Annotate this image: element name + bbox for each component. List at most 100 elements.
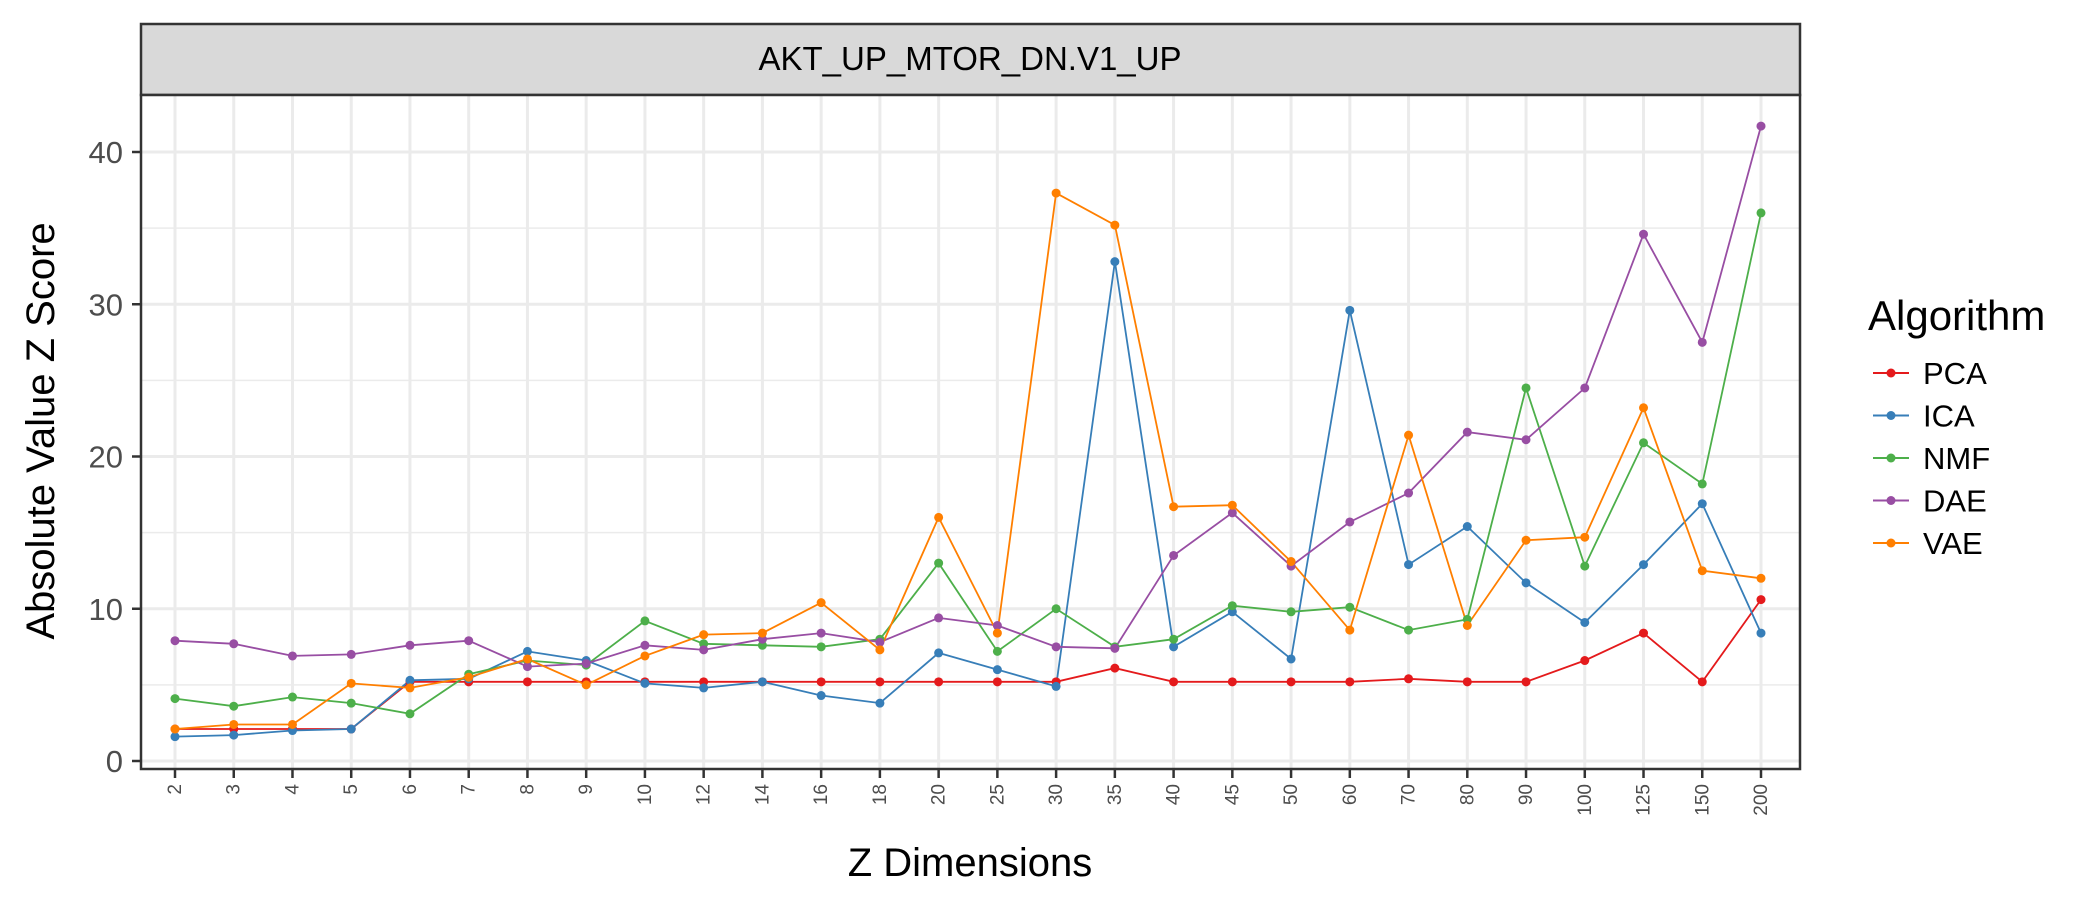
legend-title: Algorithm: [1868, 292, 2045, 339]
point-pca: [1462, 677, 1472, 687]
point-dae: [1521, 435, 1531, 445]
point-ica: [1462, 522, 1472, 532]
point-ica: [1697, 499, 1707, 509]
point-pca: [1169, 677, 1179, 687]
point-dae: [1345, 517, 1355, 527]
point-nmf: [816, 642, 826, 652]
point-dae: [1227, 508, 1237, 518]
point-ica: [1756, 628, 1766, 638]
x-tick-label: 35: [1105, 784, 1126, 805]
y-axis: 0 10 20 30 40: [89, 135, 141, 779]
point-vae: [1697, 566, 1707, 576]
point-ica: [757, 677, 767, 687]
x-tick-label: 7: [459, 784, 480, 795]
point-nmf: [1404, 625, 1414, 635]
x-tick-label: 14: [752, 784, 773, 806]
point-vae: [1580, 532, 1590, 542]
point-ica: [1169, 642, 1179, 652]
y-axis-title: Absolute Value Z Score: [19, 222, 63, 639]
legend-label-pca: PCA: [1923, 356, 1987, 391]
legend-label-ica: ICA: [1923, 399, 1975, 434]
point-dae: [934, 613, 944, 623]
x-tick-label: 40: [1164, 784, 1185, 805]
facet-strip: [139, 22, 1802, 97]
x-tick-label: 100: [1575, 784, 1596, 816]
legend-key-point-vae: [1886, 538, 1896, 548]
legend-label-nmf: NMF: [1923, 441, 1990, 476]
point-nmf: [170, 694, 180, 704]
point-dae: [1404, 488, 1414, 498]
x-tick-label: 18: [870, 784, 891, 805]
point-vae: [1227, 500, 1237, 510]
point-nmf: [1756, 208, 1766, 218]
x-axis: 2 3 4 5 6 7 8 9 10 12 14 16 18 20 25 30 35 40 45 50 60 70 80 90…: [165, 769, 1772, 816]
point-pca: [934, 677, 944, 687]
point-pca: [1345, 677, 1355, 687]
x-axis-title: Z Dimensions: [848, 841, 1093, 885]
point-dae: [699, 645, 709, 655]
point-nmf: [1345, 602, 1355, 612]
point-vae: [699, 630, 709, 640]
point-dae: [1462, 427, 1472, 437]
point-ica: [346, 724, 356, 734]
point-dae: [640, 640, 650, 650]
point-pca: [522, 677, 532, 687]
point-vae: [1462, 620, 1472, 630]
x-tick-label: 90: [1516, 784, 1537, 805]
point-vae: [170, 724, 180, 734]
x-tick-label: 16: [811, 784, 832, 805]
point-nmf: [405, 709, 415, 719]
point-pca: [1286, 677, 1296, 687]
legend-key-point-dae: [1886, 496, 1896, 505]
point-ica: [699, 683, 709, 693]
point-vae: [405, 683, 415, 693]
point-ica: [405, 675, 415, 685]
x-tick-label: 4: [282, 784, 303, 795]
point-pca: [1227, 677, 1237, 687]
point-vae: [1169, 502, 1179, 512]
x-tick-label: 60: [1340, 784, 1361, 805]
x-tick-label: 125: [1634, 784, 1655, 816]
point-pca: [875, 677, 885, 687]
point-pca: [1580, 656, 1590, 666]
point-nmf: [1697, 479, 1707, 489]
point-nmf: [1051, 604, 1061, 614]
point-ica: [816, 691, 826, 701]
point-ica: [229, 730, 239, 740]
point-vae: [1286, 557, 1296, 567]
legend-key-point-nmf: [1886, 453, 1896, 463]
x-tick-label: 2: [165, 784, 186, 795]
point-ica: [1286, 654, 1296, 664]
point-ica: [1404, 560, 1414, 570]
point-ica: [1051, 681, 1061, 691]
point-pca: [1404, 674, 1414, 684]
point-pca: [992, 677, 1002, 687]
point-vae: [464, 672, 474, 682]
point-dae: [581, 659, 591, 669]
series-line-nmf: [174, 212, 1762, 715]
series-line-dae: [174, 125, 1762, 668]
x-tick-label: 25: [987, 784, 1008, 805]
point-nmf: [1580, 561, 1590, 571]
point-vae: [816, 598, 826, 608]
y-tick-label: 10: [89, 592, 123, 627]
point-ica: [1639, 560, 1649, 570]
point-nmf: [640, 616, 650, 626]
point-ica: [522, 646, 532, 656]
x-tick-label: 50: [1281, 784, 1302, 805]
point-vae: [581, 680, 591, 690]
point-dae: [1756, 121, 1766, 131]
x-tick-label: 150: [1692, 784, 1713, 816]
x-tick-label: 5: [341, 784, 362, 795]
x-tick-label: 70: [1399, 784, 1420, 805]
point-dae: [1697, 337, 1707, 347]
point-ica: [934, 648, 944, 658]
point-vae: [287, 719, 297, 729]
point-ica: [1521, 578, 1531, 588]
x-tick-label: 45: [1222, 784, 1243, 805]
legend-label-vae: VAE: [1923, 526, 1983, 561]
x-tick-label: 200: [1751, 784, 1772, 816]
legend-key-point-pca: [1886, 368, 1896, 378]
